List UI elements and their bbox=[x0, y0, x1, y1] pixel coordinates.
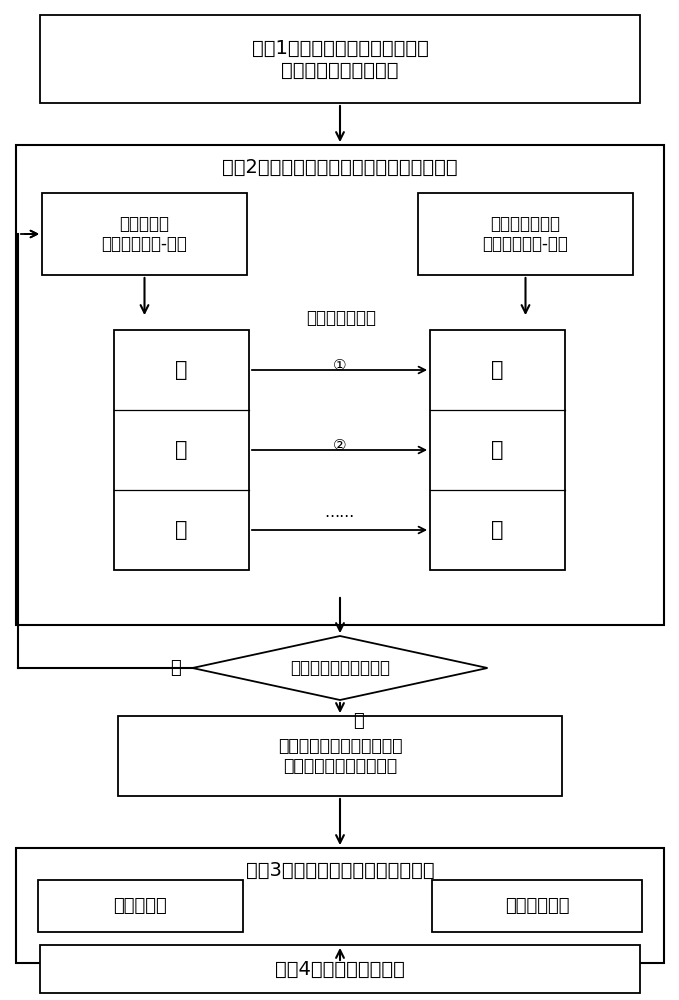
Bar bbox=[430, 330, 565, 570]
Text: 低: 低 bbox=[175, 520, 188, 540]
Text: 否: 否 bbox=[170, 659, 181, 677]
Text: 是: 是 bbox=[352, 712, 363, 730]
Bar bbox=[432, 880, 642, 932]
Bar bbox=[98, 300, 584, 595]
Bar bbox=[418, 193, 633, 275]
Text: 高: 高 bbox=[491, 520, 504, 540]
Text: 日电力考核: 日电力考核 bbox=[113, 897, 168, 915]
Text: 中: 中 bbox=[491, 440, 504, 460]
Text: 高: 高 bbox=[175, 360, 188, 380]
Text: 步骤4：电费结算和支付: 步骤4：电费结算和支付 bbox=[275, 960, 405, 978]
Text: 步骤3：明确电力电量违约考核规则: 步骤3：明确电力电量违约考核规则 bbox=[246, 860, 435, 880]
Text: ①: ① bbox=[333, 358, 346, 373]
Text: 新能源买方
申报置换电量-电价: 新能源买方 申报置换电量-电价 bbox=[102, 215, 187, 253]
Bar bbox=[40, 945, 640, 993]
Text: 检测是否满足交易要求: 检测是否满足交易要求 bbox=[290, 659, 390, 677]
Bar bbox=[16, 145, 664, 625]
Text: 步骤2：买卖双方进行集中撮合（竞价）交易: 步骤2：买卖双方进行集中撮合（竞价）交易 bbox=[222, 157, 458, 176]
Bar bbox=[114, 330, 249, 570]
Text: 确定匹配优先级: 确定匹配优先级 bbox=[306, 309, 376, 327]
Bar bbox=[42, 193, 247, 275]
Text: ②: ② bbox=[333, 438, 346, 453]
Text: 步骤1：明确交易市场成员范围，
确定申报交易的优先级: 步骤1：明确交易市场成员范围， 确定申报交易的优先级 bbox=[251, 38, 428, 80]
Polygon shape bbox=[193, 636, 488, 700]
Bar bbox=[38, 880, 243, 932]
Text: 中: 中 bbox=[175, 440, 188, 460]
Bar bbox=[118, 716, 562, 796]
Text: 交易结束，获得各参与方的
交易补偿电价和交易电量: 交易结束，获得各参与方的 交易补偿电价和交易电量 bbox=[278, 737, 402, 775]
Bar bbox=[16, 848, 664, 963]
Text: 低: 低 bbox=[491, 360, 504, 380]
Text: ……: …… bbox=[325, 505, 354, 520]
Bar bbox=[40, 15, 640, 103]
Text: 合约电量考核: 合约电量考核 bbox=[504, 897, 569, 915]
Text: 高载能企业卖方
申报置换电量-电价: 高载能企业卖方 申报置换电量-电价 bbox=[483, 215, 568, 253]
